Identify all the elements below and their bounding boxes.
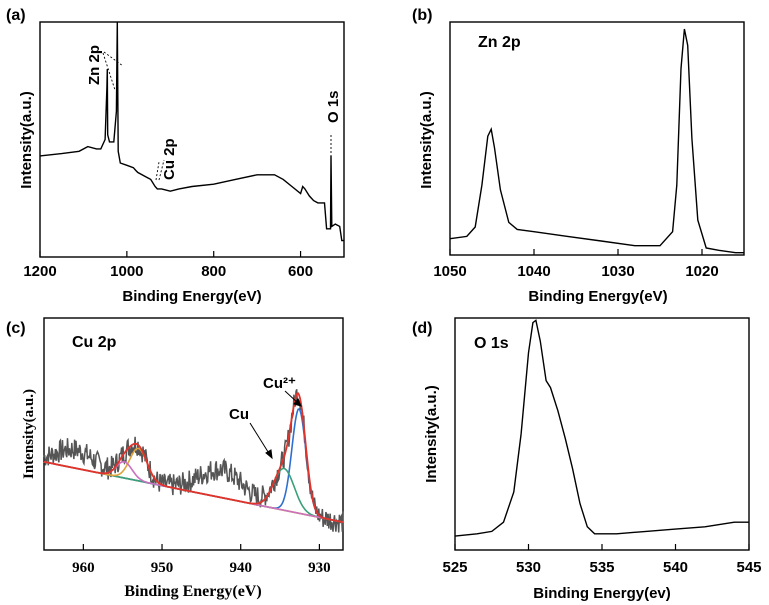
panel-d-frame — [454, 317, 750, 551]
panel-c-xtick-label-1: 950 — [151, 560, 174, 576]
annotation-cu: Cu — [229, 406, 249, 423]
panel-d-label: (d) — [412, 320, 432, 337]
panel-a-ylabel: Intensity(a.u.) — [18, 91, 35, 189]
annotation-cu2plus: Cu²⁺ — [263, 375, 296, 392]
panel-a-label: (a) — [6, 7, 26, 24]
panel-c-annotation-arrows — [249, 390, 302, 460]
panel-c: (c) 960 950 940 930 Cu 2p Cu²⁺ Cu Binding E… — [6, 317, 344, 600]
panel-c-xtick-label-3: 930 — [308, 560, 331, 576]
panel-b-xtick-label-0: 1050 — [433, 263, 466, 280]
panel-c-component-0 — [43, 408, 344, 523]
panel-a-xlabel: Binding Energy(eV) — [122, 288, 261, 305]
panel-d-ylabel: Intensity(a.u.) — [423, 385, 440, 483]
panel-b-frame — [449, 21, 745, 256]
annotation-cu2p: Cu 2p — [161, 138, 178, 180]
panel-d-xtick-label-1: 530 — [516, 559, 541, 576]
panel-a-xtick-label-2: 800 — [201, 263, 226, 280]
panel-b-title: Zn 2p — [478, 34, 521, 51]
panel-d-ticks: 525 530 535 540 545 — [442, 544, 762, 576]
panel-a: (a) 1200 1000 800 600 Binding Energy(eV) In… — [6, 7, 345, 305]
panel-c-frame — [43, 317, 344, 551]
panel-d: (d) 525 530 535 540 545 O 1s Binding Energy(… — [412, 317, 762, 602]
panel-b-xtick-label-1: 1040 — [517, 263, 550, 280]
panel-c-label: (c) — [6, 320, 26, 337]
panel-c-ticks: 960 950 940 930 — [72, 544, 331, 576]
panel-a-ticks: 1200 1000 800 600 — [23, 251, 313, 280]
panel-c-ylabel: Intensity(a.u.) — [21, 389, 37, 479]
annotation-o1s: O 1s — [325, 90, 342, 123]
panel-d-xtick-label-0: 525 — [442, 559, 467, 576]
annotation-zn2p: Zn 2p — [86, 45, 103, 85]
panel-b: (b) 1050 1040 1030 1020 Zn 2p Binding Energ… — [412, 7, 745, 305]
panel-a-survey-line — [39, 21, 344, 242]
panel-c-xtick-label-0: 960 — [72, 560, 95, 576]
panel-b-label: (b) — [412, 7, 432, 24]
panel-b-xtick-label-3: 1020 — [685, 263, 718, 280]
panel-c-title: Cu 2p — [72, 334, 117, 351]
panel-d-xlabel: Binding Energy(ev) — [533, 585, 671, 602]
panel-b-ylabel: Intensity(a.u.) — [418, 91, 435, 189]
panel-a-xtick-label-3: 600 — [288, 263, 313, 280]
panel-b-ticks: 1050 1040 1030 1020 — [433, 249, 719, 280]
panel-b-xlabel: Binding Energy(eV) — [528, 288, 667, 305]
panel-c-envelope-line — [43, 392, 344, 524]
panel-c-xtick-label-2: 940 — [229, 560, 252, 576]
panel-d-xtick-label-2: 535 — [589, 559, 614, 576]
panel-d-title: O 1s — [474, 335, 509, 352]
panel-a-frame — [39, 21, 345, 258]
panel-a-xtick-label-1: 1000 — [110, 263, 143, 280]
panel-d-xtick-label-4: 545 — [736, 559, 761, 576]
panel-b-xtick-label-2: 1030 — [601, 263, 634, 280]
panel-d-o1s-line — [454, 319, 749, 537]
panel-d-xtick-label-3: 540 — [663, 559, 688, 576]
panel-b-zn2p-line — [449, 28, 744, 254]
panel-a-annotation-arrows — [102, 51, 332, 181]
panel-c-fit-components — [43, 408, 344, 523]
panel-c-xlabel: Binding Energy(eV) — [124, 583, 261, 600]
panel-a-xtick-label-0: 1200 — [23, 263, 56, 280]
